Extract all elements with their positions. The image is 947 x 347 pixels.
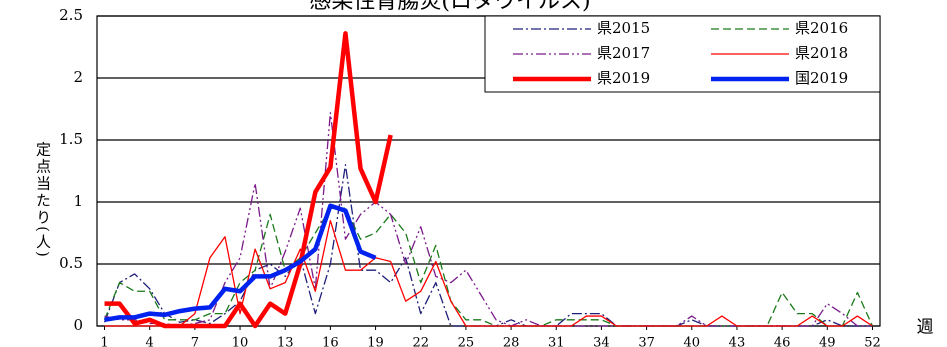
x-tick-label: 37 (638, 336, 655, 347)
legend-label: 県2018 (795, 44, 848, 62)
chart-title: 感染性胃腸炎(ロタウイルス) (309, 0, 590, 14)
y-tick-label: 2.5 (59, 6, 83, 24)
x-tick-label: 43 (729, 336, 746, 347)
x-tick-label: 40 (684, 336, 701, 347)
series-line (103, 207, 874, 327)
series-line (104, 203, 377, 323)
y-tick-label: 1 (73, 192, 83, 210)
x-tick-label: 34 (593, 336, 610, 347)
x-tick-label: 49 (819, 336, 836, 347)
y-tick-label: 2 (73, 68, 83, 86)
legend-label: 県2019 (597, 69, 650, 87)
x-tick-label: 52 (864, 336, 881, 347)
y-axis-label: 定点当たり(人) (34, 141, 52, 259)
legend-label: 県2017 (597, 44, 650, 62)
y-tick-label: 1.5 (59, 130, 83, 148)
x-axis-label: 週 (917, 318, 934, 338)
x-tick-label: 25 (458, 336, 475, 347)
x-tick-label: 10 (232, 336, 249, 347)
x-tick-label: 16 (322, 336, 339, 347)
legend-label: 国2019 (795, 69, 848, 87)
x-tick-label: 13 (277, 336, 294, 347)
x-tick-label: 46 (774, 336, 791, 347)
x-tick-label: 7 (191, 336, 199, 347)
x-tick-label: 19 (367, 336, 384, 347)
x-tick-label: 31 (548, 336, 565, 347)
x-tick-label: 28 (503, 336, 520, 347)
y-tick-label: 0.5 (59, 254, 83, 272)
series-line (103, 164, 873, 327)
series-line (104, 219, 873, 327)
x-tick-label: 4 (146, 336, 154, 347)
legend-label: 県2016 (795, 19, 848, 37)
series-line (104, 31, 393, 329)
y-tick-label: 0 (73, 316, 83, 334)
x-tick-label: 22 (412, 336, 429, 347)
legend-label: 県2015 (597, 19, 650, 37)
x-tick-label: 1 (100, 336, 108, 347)
